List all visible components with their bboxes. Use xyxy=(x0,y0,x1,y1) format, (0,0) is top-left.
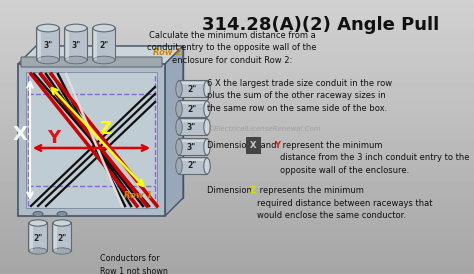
Text: represents the minimum
required distance between raceways that
would enclose the: represents the minimum required distance… xyxy=(257,186,432,220)
Text: Z: Z xyxy=(100,120,111,138)
Text: Y: Y xyxy=(47,129,61,147)
Text: Calculate the minimum distance from a
conduit entry to the opposite wall of the
: Calculate the minimum distance from a co… xyxy=(147,31,317,65)
Ellipse shape xyxy=(29,248,47,254)
Text: Dimension: Dimension xyxy=(207,186,255,195)
FancyBboxPatch shape xyxy=(28,222,47,252)
Ellipse shape xyxy=(176,119,182,135)
FancyBboxPatch shape xyxy=(179,138,208,156)
FancyBboxPatch shape xyxy=(179,101,208,118)
Text: Conductors for
Row 1 not shown: Conductors for Row 1 not shown xyxy=(100,254,168,274)
Ellipse shape xyxy=(204,139,210,155)
Ellipse shape xyxy=(176,158,182,174)
Polygon shape xyxy=(94,28,97,60)
Polygon shape xyxy=(18,64,165,216)
Ellipse shape xyxy=(29,220,47,226)
Ellipse shape xyxy=(204,119,210,135)
Text: Row 2: Row 2 xyxy=(153,48,181,57)
Ellipse shape xyxy=(65,56,87,64)
Text: 6 X the largest trade size conduit in the row
plus the sum of the other raceway : 6 X the largest trade size conduit in th… xyxy=(207,79,392,113)
Text: Row 1: Row 1 xyxy=(124,191,152,200)
Polygon shape xyxy=(179,102,207,104)
Polygon shape xyxy=(30,223,33,251)
Text: 3": 3" xyxy=(187,142,196,152)
Ellipse shape xyxy=(93,24,115,32)
Ellipse shape xyxy=(53,248,71,254)
Ellipse shape xyxy=(176,81,182,97)
Polygon shape xyxy=(179,159,207,161)
Polygon shape xyxy=(179,82,207,84)
Text: 2": 2" xyxy=(33,234,43,243)
Ellipse shape xyxy=(204,158,210,174)
Text: Z: Z xyxy=(250,186,256,195)
Text: X: X xyxy=(12,125,27,144)
Ellipse shape xyxy=(204,101,210,117)
Text: 2": 2" xyxy=(187,161,196,170)
Text: 2": 2" xyxy=(187,84,196,93)
Ellipse shape xyxy=(33,212,43,216)
Text: 2": 2" xyxy=(100,41,109,50)
Ellipse shape xyxy=(37,56,59,64)
Polygon shape xyxy=(54,223,57,251)
Ellipse shape xyxy=(93,56,115,64)
Text: represent the minimum
distance from the 3 inch conduit entry to the
opposite wal: represent the minimum distance from the … xyxy=(280,141,470,175)
Ellipse shape xyxy=(57,212,67,216)
Polygon shape xyxy=(26,72,157,208)
Text: 3": 3" xyxy=(187,122,196,132)
Polygon shape xyxy=(165,46,183,216)
Text: 314.28(A)(2) Angle Pull: 314.28(A)(2) Angle Pull xyxy=(202,16,439,34)
Text: 3": 3" xyxy=(44,41,53,50)
FancyBboxPatch shape xyxy=(179,158,208,175)
FancyBboxPatch shape xyxy=(64,27,88,61)
Text: Dimension: Dimension xyxy=(207,141,255,150)
Ellipse shape xyxy=(65,24,87,32)
FancyBboxPatch shape xyxy=(36,27,60,61)
FancyBboxPatch shape xyxy=(179,81,208,98)
FancyBboxPatch shape xyxy=(179,118,208,136)
FancyBboxPatch shape xyxy=(21,57,162,67)
Text: 3": 3" xyxy=(72,41,81,50)
Text: Y: Y xyxy=(274,141,280,150)
Text: 2": 2" xyxy=(57,234,67,243)
Polygon shape xyxy=(36,46,183,198)
FancyBboxPatch shape xyxy=(53,222,72,252)
Ellipse shape xyxy=(204,81,210,97)
Text: X: X xyxy=(250,141,256,150)
Ellipse shape xyxy=(53,220,71,226)
Ellipse shape xyxy=(37,24,59,32)
Text: 2": 2" xyxy=(187,104,196,113)
Ellipse shape xyxy=(176,139,182,155)
FancyBboxPatch shape xyxy=(92,27,116,61)
Polygon shape xyxy=(179,140,207,142)
Polygon shape xyxy=(18,46,183,64)
Text: ©ElectricalLicenseRenewal.Com: ©ElectricalLicenseRenewal.Com xyxy=(207,126,321,132)
Ellipse shape xyxy=(176,101,182,117)
Polygon shape xyxy=(179,120,207,122)
Polygon shape xyxy=(66,28,69,60)
Text: and: and xyxy=(258,141,279,150)
Polygon shape xyxy=(38,28,41,60)
